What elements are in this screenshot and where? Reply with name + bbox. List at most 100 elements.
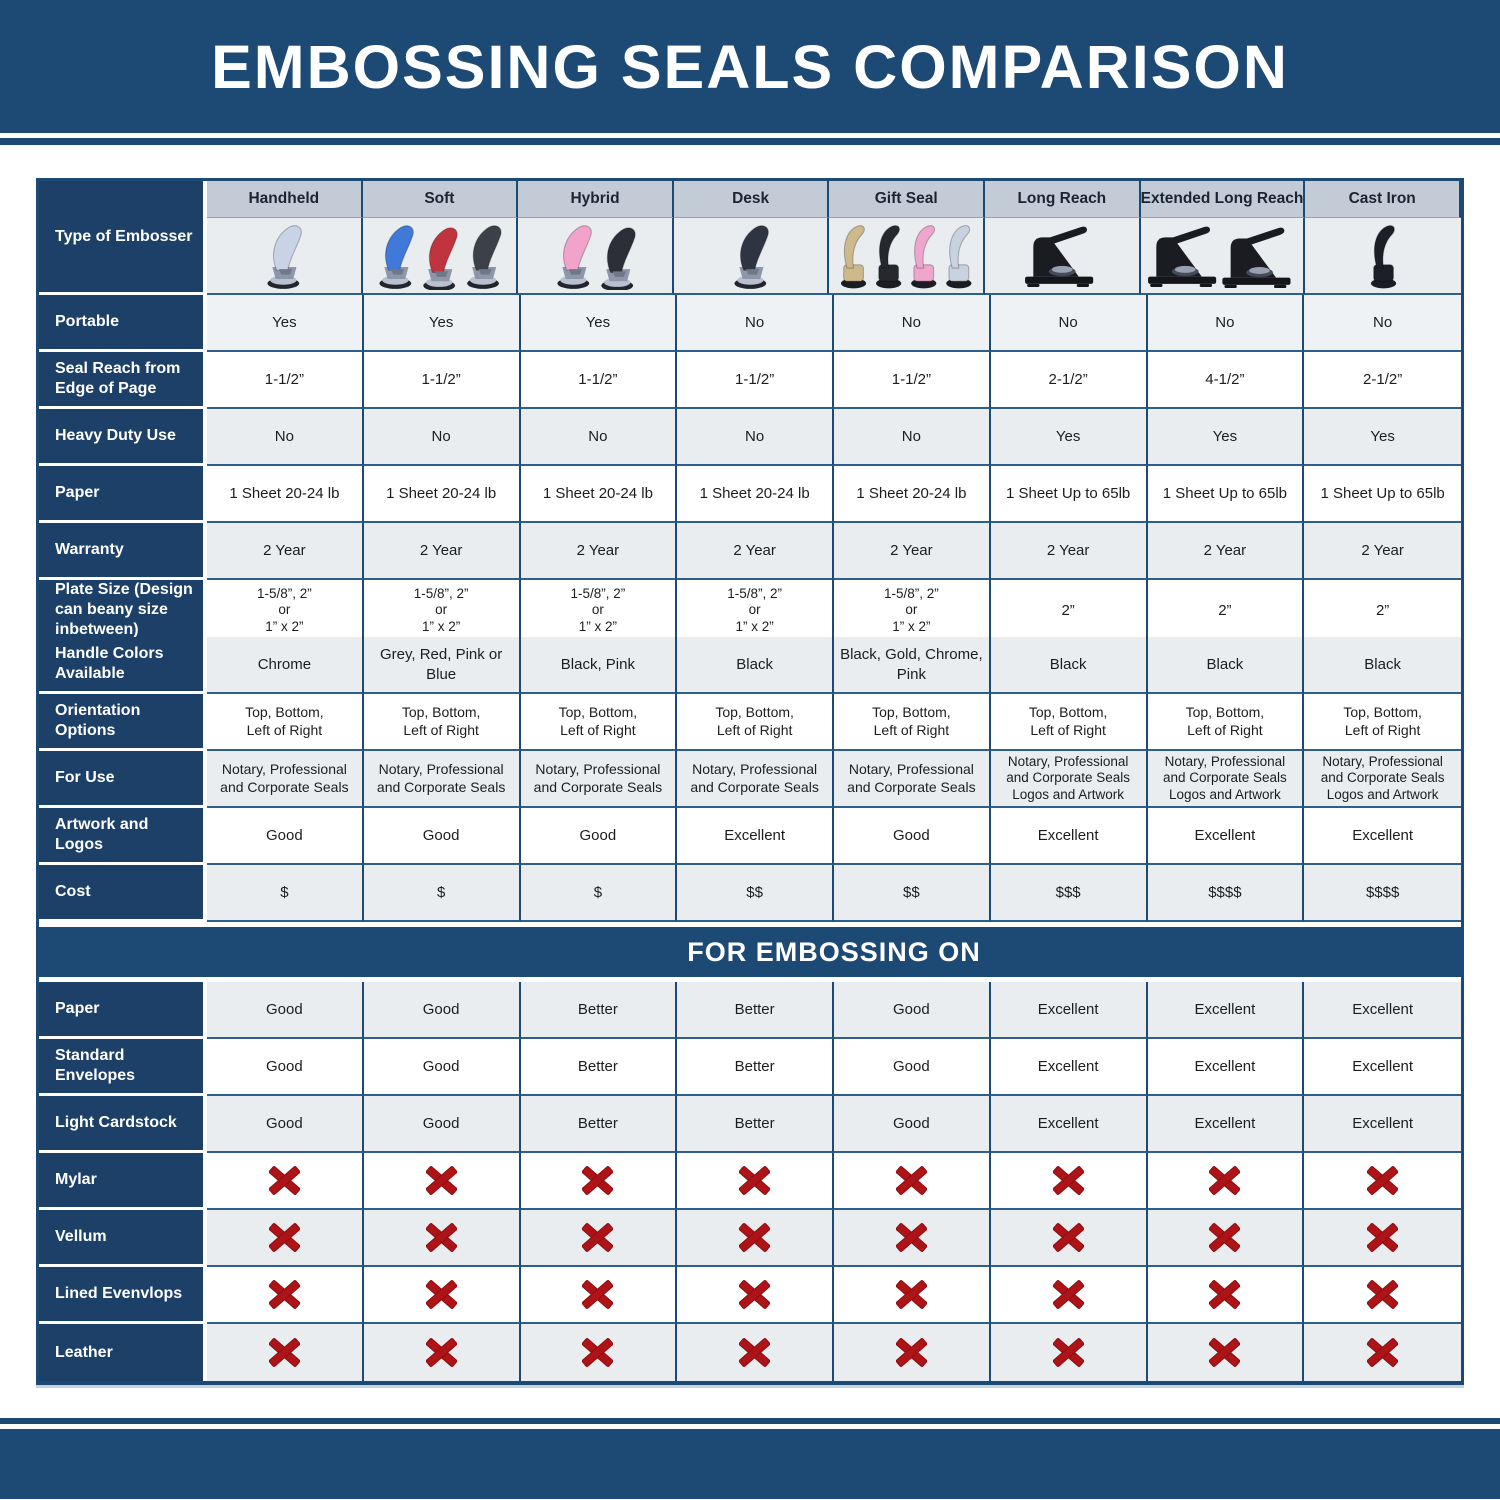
table-cell — [677, 1267, 834, 1324]
table-cell: Good — [834, 982, 991, 1039]
red-x-icon — [268, 1280, 300, 1309]
table-cell: Black — [677, 637, 834, 694]
table-cell: Excellent — [990, 982, 1148, 1039]
embossing-row-vellum: Vellum — [39, 1210, 1461, 1267]
table-cell: 2” — [1304, 580, 1461, 643]
table-cell — [207, 1153, 364, 1210]
embossing-row-standard-envelopes: Standard Envelopes Good Good Better Better Go… — [39, 1039, 1461, 1096]
table-cell: Better — [520, 982, 678, 1039]
table-cell: Excellent — [1147, 808, 1305, 865]
table-cell: Good — [520, 808, 678, 865]
table-cell: $$ — [677, 865, 834, 922]
table-cell: 1-1/2” — [677, 352, 834, 409]
table-cell: Top, Bottom, Left of Right — [1147, 694, 1305, 751]
table-cell: 2 Year — [1304, 523, 1461, 580]
table-cell: Good — [207, 1039, 364, 1096]
red-x-icon — [1367, 1280, 1399, 1309]
handheld-embosser-image — [207, 218, 363, 295]
table-cell: Top, Bottom, Left of Right — [363, 694, 521, 751]
table-cell: Notary, Professional and Corporate Seals — [363, 751, 521, 808]
table-cell: Good — [207, 1096, 364, 1153]
red-x-icon — [1367, 1338, 1399, 1367]
table-cell — [677, 1153, 834, 1210]
table-cell: No — [207, 409, 364, 466]
red-x-icon — [1367, 1223, 1399, 1252]
table-cell: Notary, Professional and Corporate Seals — [520, 751, 678, 808]
table-cell: 1 Sheet 20-24 lb — [834, 466, 991, 523]
row-label: Paper — [39, 982, 207, 1039]
table-cell: 2 Year — [990, 523, 1148, 580]
table-cell: 1 Sheet 20-24 lb — [207, 466, 364, 523]
red-x-icon — [739, 1223, 771, 1252]
table-cell: 4-1/2” — [1147, 352, 1305, 409]
table-cell: Yes — [207, 295, 364, 352]
spec-row-orientation-options: Orientation Options Top, Bottom, Left of … — [39, 694, 1461, 751]
table-cell: Good — [363, 982, 521, 1039]
red-x-icon — [582, 1280, 614, 1309]
table-cell: Excellent — [1304, 1039, 1461, 1096]
table-cell: 2-1/2” — [1304, 352, 1461, 409]
table-cell: Top, Bottom, Left of Right — [990, 694, 1148, 751]
red-x-icon — [425, 1338, 457, 1367]
red-x-icon — [425, 1223, 457, 1252]
table-cell: Notary, Professional and Corporate Seals — [834, 751, 991, 808]
table-cell — [990, 1324, 1148, 1381]
table-cell: Good — [363, 808, 521, 865]
table-cell — [1304, 1153, 1461, 1210]
embossing-row-mylar: Mylar — [39, 1153, 1461, 1210]
for-embossing-on-title: FOR EMBOSSING ON — [687, 936, 981, 967]
spec-row-seal-reach-from-edge-of-page: Seal Reach from Edge of Page 1-1/2” 1-1/2”… — [39, 352, 1461, 409]
red-x-icon — [582, 1338, 614, 1367]
row-label: Paper — [39, 466, 207, 523]
table-cell: Yes — [1147, 409, 1305, 466]
table-cell: 1-5/8”, 2” or 1” x 2” — [520, 580, 678, 643]
red-x-icon — [268, 1166, 300, 1195]
column-header-hybrid: Hybrid — [518, 181, 674, 218]
table-cell — [207, 1324, 364, 1381]
embossing-row-paper: Paper Good Good Better Better Good Excellent Ex… — [39, 982, 1461, 1039]
table-cell: Better — [520, 1096, 678, 1153]
red-x-icon — [582, 1223, 614, 1252]
page-title: EMBOSSING SEALS COMPARISON — [211, 32, 1289, 101]
table-cell: Yes — [520, 295, 678, 352]
table-cell: Black, Gold, Chrome, Pink — [834, 637, 991, 694]
table-cell — [520, 1324, 678, 1381]
table-cell — [1304, 1324, 1461, 1381]
table-cell: $$$$ — [1304, 865, 1461, 922]
column-header-cast-iron: Cast Iron — [1305, 181, 1461, 218]
column-header-desk: Desk — [673, 181, 830, 218]
table-cell: Good — [363, 1096, 521, 1153]
spec-row-for-use: For Use Notary, Professional and Corporat… — [39, 751, 1461, 808]
table-cell: Black — [1147, 637, 1305, 694]
table-cell: Black — [1304, 637, 1461, 694]
page-banner: EMBOSSING SEALS COMPARISON — [0, 0, 1500, 133]
red-x-icon — [1209, 1280, 1241, 1309]
hybrid-embosser-image — [518, 218, 674, 295]
red-x-icon — [1052, 1223, 1084, 1252]
column-header-extended-long-reach: Extended Long Reach — [1140, 181, 1306, 218]
table-cell: No — [834, 295, 991, 352]
table-cell: Excellent — [677, 808, 834, 865]
table-cell: Excellent — [1147, 982, 1305, 1039]
column-header-handheld: Handheld — [207, 181, 363, 218]
table-cell: 2 Year — [677, 523, 834, 580]
table-cell: No — [1147, 295, 1305, 352]
row-label: Orientation Options — [39, 694, 207, 751]
spec-row-handle-colors-available: Handle Colors Available Chrome Grey, Red, … — [39, 637, 1461, 694]
table-cell: Excellent — [1147, 1039, 1305, 1096]
red-x-icon — [425, 1166, 457, 1195]
table-cell — [1147, 1210, 1305, 1267]
table-cell: Excellent — [990, 808, 1148, 865]
row-label: For Use — [39, 751, 207, 808]
table-cell — [520, 1210, 678, 1267]
red-x-icon — [895, 1280, 927, 1309]
table-cell — [834, 1210, 991, 1267]
table-cell: 1 Sheet 20-24 lb — [677, 466, 834, 523]
table-cell: Better — [677, 1096, 834, 1153]
red-x-icon — [1209, 1166, 1241, 1195]
red-x-icon — [739, 1166, 771, 1195]
table-cell: $ — [207, 865, 364, 922]
table-cell: $ — [520, 865, 678, 922]
table-cell: Excellent — [990, 1096, 1148, 1153]
